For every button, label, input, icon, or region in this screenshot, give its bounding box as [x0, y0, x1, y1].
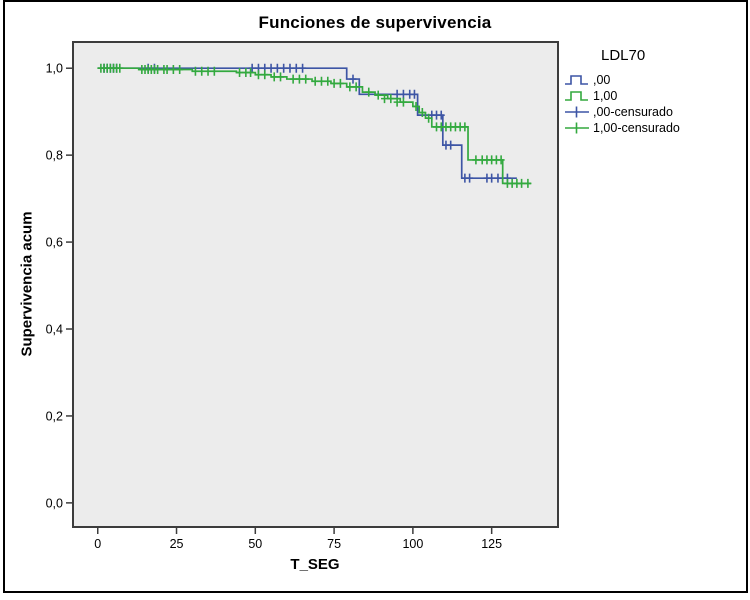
censor-mark-1	[302, 74, 310, 84]
legend: LDL70 ,00 1,00 ,00-censurado 1,00-censur…	[564, 47, 746, 136]
legend-item-label: ,00	[593, 72, 611, 87]
censor-mark-1	[524, 178, 532, 188]
censor-mark-1	[311, 76, 319, 86]
step-line-icon	[565, 91, 588, 101]
plot-area-background	[73, 42, 558, 527]
censor-plus-icon	[565, 122, 589, 134]
y-axis-title: Supervivencia acum	[18, 211, 36, 357]
censor-mark-glyph-path	[565, 122, 589, 134]
censor-mark-1	[399, 97, 407, 107]
censor-mark-1	[393, 97, 401, 107]
censor-mark-1	[461, 122, 469, 132]
censor-mark-0	[488, 173, 496, 183]
y-tick-label: 1,0	[46, 62, 63, 76]
y-tick-label: 0,6	[46, 236, 63, 250]
censor-mark-1	[352, 82, 360, 92]
censor-mark-glyph-path	[565, 106, 589, 118]
censor-mark-0	[267, 63, 275, 73]
censor-mark-1	[497, 155, 505, 165]
censor-mark-1	[518, 178, 526, 188]
censor-mark-1	[236, 68, 244, 78]
censor-mark-0	[466, 173, 474, 183]
censor-mark-0	[286, 63, 294, 73]
censor-mark-0	[349, 74, 357, 84]
censor-mark-0	[399, 89, 407, 99]
x-tick-label: 25	[170, 537, 184, 551]
censor-mark-1	[116, 63, 124, 73]
censor-mark-1	[365, 87, 373, 97]
censor-mark-1	[198, 66, 206, 76]
censor-mark-0	[292, 63, 300, 73]
step-line-glyph-path	[565, 91, 588, 101]
censor-mark-1	[210, 66, 218, 76]
step-line-icon	[565, 75, 588, 85]
censor-mark-0	[437, 110, 445, 120]
censor-mark-0	[393, 89, 401, 99]
survival-curve-0	[97, 67, 517, 180]
censor-mark-0	[410, 89, 418, 99]
censor-mark-1	[270, 72, 278, 82]
legend-title: LDL70	[601, 47, 646, 64]
x-tick-label: 125	[481, 537, 502, 551]
censor-mark-1	[412, 101, 420, 111]
y-tick-label: 0,0	[46, 496, 63, 510]
censor-mark-1	[317, 76, 325, 86]
legend-item-label: 1,00-censurado	[593, 120, 680, 135]
censor-mark-1	[330, 78, 338, 88]
x-axis-title: T_SEG	[290, 556, 340, 573]
censor-mark-1	[204, 66, 212, 76]
censor-mark-1	[418, 108, 426, 118]
censor-mark-1	[163, 65, 171, 75]
censor-mark-1	[154, 65, 162, 75]
step-line-glyph-path	[565, 75, 588, 85]
censor-mark-1	[425, 113, 433, 123]
censor-mark-1	[387, 94, 395, 104]
censor-mark-1	[176, 65, 184, 75]
censor-mark-1	[191, 66, 199, 76]
y-tick-label: 0,4	[46, 323, 63, 337]
x-tick-label: 100	[402, 537, 423, 551]
censor-mark-1	[336, 78, 344, 88]
censor-mark-1	[381, 94, 389, 104]
y-tick-label: 0,2	[46, 409, 63, 423]
censor-mark-1	[261, 70, 269, 80]
legend-item-label: ,00-censurado	[593, 104, 673, 119]
censor-mark-1	[374, 90, 382, 100]
chart-title: Funciones de supervivencia	[258, 13, 492, 32]
censor-mark-1	[247, 68, 255, 78]
x-tick-label: 75	[327, 537, 341, 551]
censor-mark-0	[273, 63, 281, 73]
legend-item-00: ,00	[564, 72, 746, 87]
censor-mark-0	[280, 63, 288, 73]
censor-mark-0	[299, 63, 307, 73]
legend-item-label: 1,00	[593, 88, 618, 103]
x-tick-label: 50	[248, 537, 262, 551]
y-tick-label: 0,8	[46, 149, 63, 163]
censor-mark-1	[472, 155, 480, 165]
x-tick-label: 0	[94, 537, 101, 551]
censor-mark-0	[447, 140, 455, 150]
censor-mark-1	[289, 74, 297, 84]
censor-mark-1	[169, 65, 177, 75]
legend-item-00-censored: ,00-censurado	[564, 104, 746, 119]
censor-mark-1	[277, 72, 285, 82]
censor-mark-1	[324, 76, 332, 86]
plot-frame	[72, 41, 559, 528]
censor-mark-1	[254, 70, 262, 80]
censor-plus-icon	[565, 106, 589, 118]
legend-item-100: 1,00	[564, 88, 746, 103]
censor-mark-1	[295, 74, 303, 84]
censor-mark-1	[346, 82, 354, 92]
legend-item-100-censored: 1,00-censurado	[564, 120, 746, 135]
